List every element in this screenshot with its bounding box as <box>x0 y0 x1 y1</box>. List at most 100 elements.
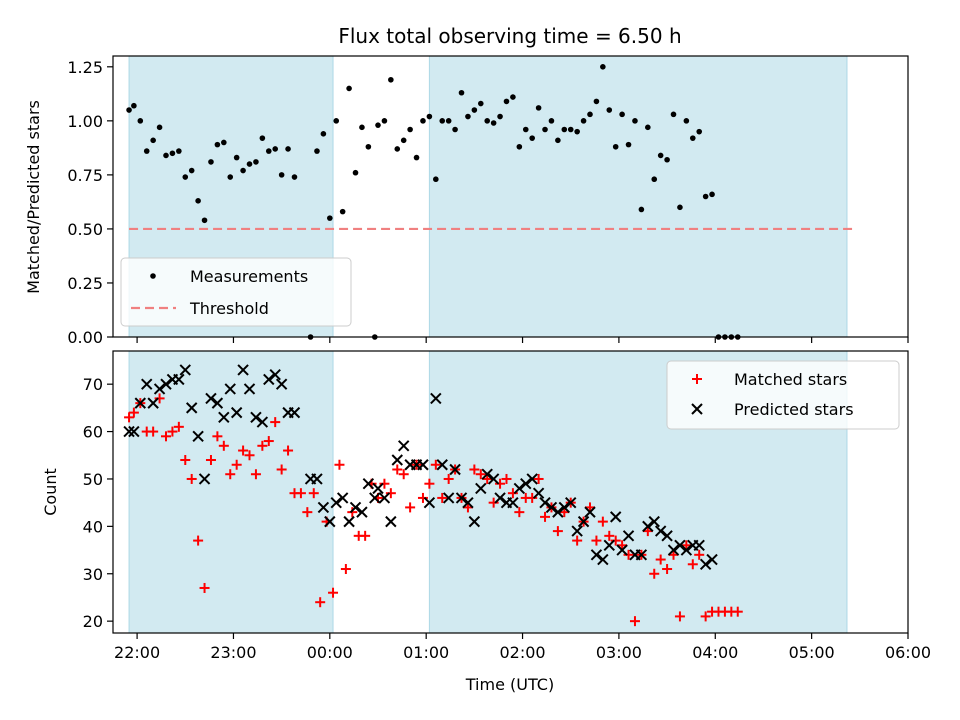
matched-stars-point <box>437 492 448 503</box>
predicted-stars-point <box>324 515 336 528</box>
measurement-point <box>333 118 340 124</box>
cross-stroke <box>311 473 323 485</box>
matched-stars-point <box>430 459 441 470</box>
bottom-x-ticks: 22:00 23:00 00:00 01:00 02:00 03:00 04:00 05:00… <box>114 633 931 662</box>
top-plot-frame <box>112 55 909 338</box>
bottom-x-axis-label: Time (UTC) <box>465 675 554 694</box>
predicted-stars-point <box>680 544 693 556</box>
predicted-stars-point <box>558 501 571 514</box>
cross-stroke <box>205 392 217 405</box>
measurement-point <box>477 100 484 107</box>
measurement-point <box>400 137 407 144</box>
cross-stroke <box>250 411 262 424</box>
predicted-stars-point <box>481 468 493 480</box>
legend-measurements-label: Measurements <box>190 267 308 286</box>
predicted-stars-point <box>661 530 673 542</box>
measurement-point <box>413 154 420 161</box>
matched-stars-point <box>193 535 204 546</box>
predicted-stars-point <box>590 549 603 561</box>
predicted-stars-point <box>160 378 172 390</box>
predicted-stars-point <box>423 496 436 509</box>
cross-stroke <box>288 406 301 419</box>
predicted-stars-point <box>134 397 147 409</box>
matched-stars-point <box>154 393 165 404</box>
cross-stroke <box>442 492 455 504</box>
predicted-stars-point <box>275 378 288 390</box>
matched-stars-point <box>379 478 390 489</box>
matched-stars-point <box>238 445 249 456</box>
predicted-stars-point <box>642 520 654 533</box>
matched-stars-point <box>674 611 685 622</box>
cross-stroke <box>224 383 236 395</box>
measurement-point <box>131 102 137 109</box>
matched-stars-point <box>443 473 454 484</box>
predicted-stars-point <box>545 501 558 514</box>
cross-stroke <box>256 416 269 428</box>
measurement-point <box>188 167 195 174</box>
y-tick-label: 1.00 <box>67 112 103 131</box>
matched-stars-point <box>276 464 287 475</box>
predicted-stars-point <box>539 496 551 509</box>
measurement-point <box>221 139 227 146</box>
measurement-point <box>593 98 600 105</box>
measurement-point <box>670 111 677 118</box>
measurement-point <box>555 137 561 144</box>
matched-stars-point <box>540 511 551 522</box>
x-tick-label: 02:00 <box>499 643 545 662</box>
cross-stroke <box>243 383 256 395</box>
cross-stroke <box>487 473 500 485</box>
y-tick-label: 0.25 <box>67 274 103 293</box>
cross-stroke <box>336 492 349 504</box>
cross-stroke <box>532 487 545 499</box>
measurement-point <box>426 113 433 120</box>
matched-stars-point <box>212 431 223 442</box>
cross-stroke <box>436 459 448 471</box>
cross-stroke <box>513 482 526 495</box>
predicted-stars-point <box>336 492 349 504</box>
cross-stroke <box>397 440 410 452</box>
cross-stroke <box>475 482 487 495</box>
measurement-point <box>365 143 372 150</box>
x-tick-label: 06:00 <box>885 643 931 662</box>
measurement-point <box>625 141 632 148</box>
measurement-point <box>339 208 346 215</box>
predicted-stars-point <box>349 501 362 514</box>
matched-stars-point <box>514 507 525 518</box>
cross-stroke <box>552 506 564 518</box>
bottom-y-axis-label: Count <box>41 468 60 516</box>
measurement-point <box>439 118 446 124</box>
predicted-stars-point <box>674 539 686 552</box>
predicted-stars-point <box>192 430 204 443</box>
measurement-point <box>388 76 394 83</box>
bottom-y-ticks: 20 30 40 50 60 70 <box>83 375 113 631</box>
matched-stars-point <box>167 426 178 437</box>
measurement-point <box>314 148 320 154</box>
cross-stroke <box>349 501 362 514</box>
matched-stars-point <box>405 502 416 513</box>
matched-stars-point <box>250 469 261 480</box>
predicted-stars-point <box>622 530 635 542</box>
bottom-count-points <box>123 364 743 627</box>
cross-stroke <box>558 501 571 514</box>
measurement-point <box>458 89 465 96</box>
predicted-stars-point <box>218 411 230 424</box>
measurement-point <box>516 143 523 150</box>
measurement-point <box>291 174 298 180</box>
predicted-stars-point <box>243 383 256 395</box>
cross-stroke <box>230 406 243 419</box>
cross-stroke <box>520 477 532 490</box>
predicted-stars-point <box>317 501 330 514</box>
matched-stars-point <box>700 611 711 622</box>
predicted-stars-point <box>565 496 577 509</box>
matched-stars-point <box>604 530 615 541</box>
cross-stroke <box>356 506 368 518</box>
matched-stars-point <box>392 464 403 475</box>
predicted-stars-point <box>123 425 135 438</box>
top-y-axis-label: Matched/Predicted stars <box>24 100 43 294</box>
cross-stroke <box>462 496 474 509</box>
measurement-point <box>638 206 645 213</box>
measurement-point <box>465 113 471 120</box>
cross-stroke <box>324 515 336 528</box>
matched-stars-point <box>360 530 371 541</box>
